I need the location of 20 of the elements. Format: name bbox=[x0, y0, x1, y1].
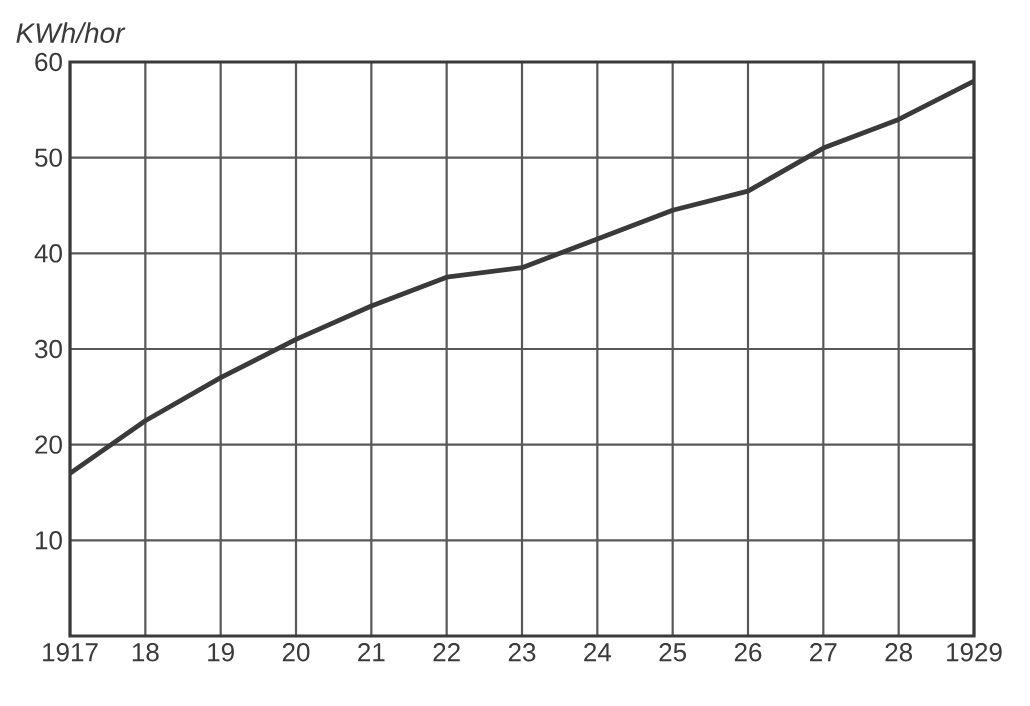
x-tick-label: 28 bbox=[885, 643, 912, 662]
x-tick-label: 18 bbox=[132, 643, 159, 662]
x-tick-label: 1917 bbox=[43, 643, 98, 662]
x-tick-label: 19 bbox=[208, 643, 234, 662]
y-tick-label: 10 bbox=[36, 531, 62, 550]
y-tick-label: 50 bbox=[35, 148, 62, 167]
x-tick-label: 23 bbox=[508, 643, 536, 662]
x-tick-label: 22 bbox=[433, 643, 460, 662]
x-tick-label: 26 bbox=[734, 643, 762, 662]
x-tick-label: 24 bbox=[584, 643, 612, 662]
y-tick-label: 30 bbox=[35, 339, 62, 359]
x-tick-label: 27 bbox=[810, 643, 837, 662]
x-tick-label: 20 bbox=[282, 643, 310, 662]
y-tick-label: 60 bbox=[35, 52, 62, 72]
y-tick-label: 20 bbox=[35, 435, 62, 454]
x-tick-label: 1929 bbox=[947, 643, 1002, 662]
x-tick-label: 25 bbox=[659, 643, 687, 662]
x-tick-label: 21 bbox=[358, 643, 385, 662]
y-tick-label: 40 bbox=[34, 244, 62, 263]
y-axis-title: KWh/hor bbox=[16, 22, 126, 43]
